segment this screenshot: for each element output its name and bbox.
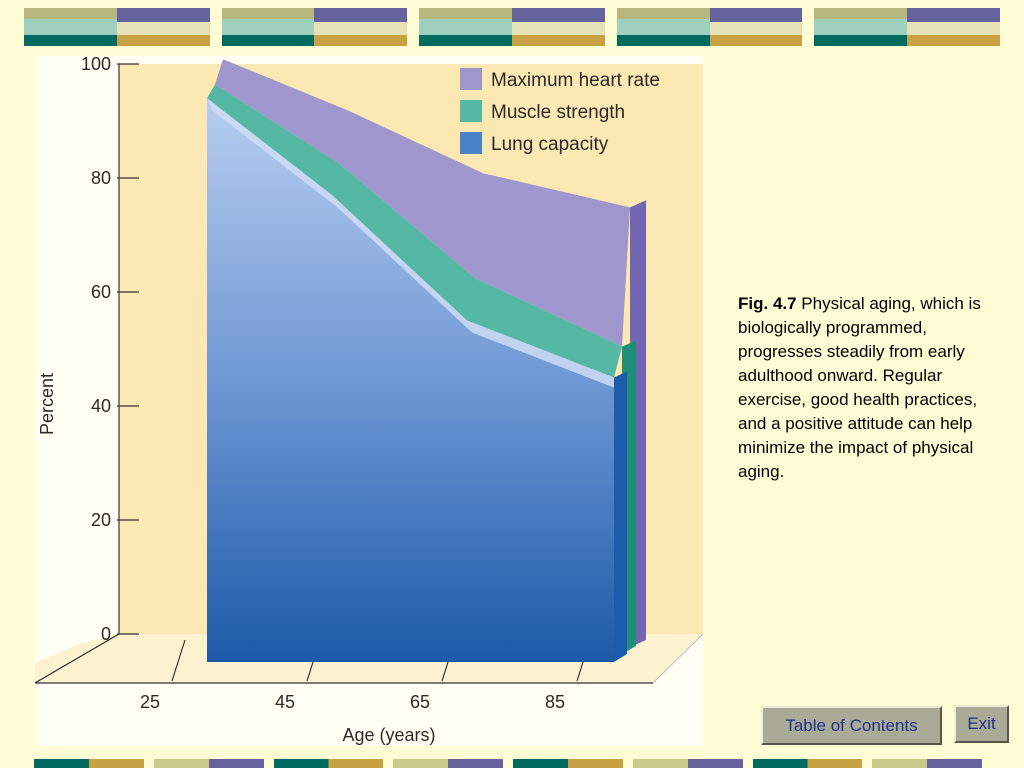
series-max-heart-rate-band <box>215 59 630 347</box>
legend-label: Maximum heart rate <box>491 70 660 91</box>
x-tick-label: 25 <box>140 692 160 712</box>
decor-tile <box>24 8 210 46</box>
x-tick <box>171 639 186 682</box>
y-tick-label: 60 <box>91 282 111 302</box>
decor-tile <box>393 759 503 768</box>
chart-panel: 100 80 60 40 20 0 25 45 65 85 Maximum heart rate M… <box>35 56 703 746</box>
decor-tile <box>273 759 384 768</box>
series-muscle-strength-band <box>207 84 622 378</box>
y-tick-label: 80 <box>91 168 111 188</box>
y-tick-label: 20 <box>91 510 111 530</box>
decor-tile <box>814 8 1000 46</box>
legend-swatch <box>460 100 482 122</box>
y-tick-label: 0 <box>101 624 111 644</box>
top-decorative-band <box>24 8 1000 46</box>
y-axis-label: Percent <box>37 373 57 435</box>
decor-tile <box>872 759 982 768</box>
exit-button[interactable]: Exit <box>954 705 1009 743</box>
legend-label: Muscle strength <box>491 102 625 123</box>
table-of-contents-button[interactable]: Table of Contents <box>761 706 942 745</box>
x-tick-label: 85 <box>545 692 565 712</box>
decor-tile <box>632 759 743 768</box>
series-lung-capacity-side <box>614 371 627 662</box>
y-tick-label: 40 <box>91 396 111 416</box>
caption-text: Physical aging, which is biologically pr… <box>738 294 981 481</box>
x-tick-label: 65 <box>410 692 430 712</box>
y-tick-label: 100 <box>81 56 111 74</box>
decor-tile <box>153 759 264 768</box>
legend-swatch <box>460 68 482 90</box>
series-lung-capacity-area <box>207 98 614 662</box>
floor-right-edge <box>652 633 703 684</box>
decor-tile <box>752 759 863 768</box>
legend-swatch <box>460 132 482 154</box>
x-axis-label: Age (years) <box>342 725 435 745</box>
figure-caption: Fig. 4.7 Physical aging, which is biolog… <box>738 292 988 484</box>
legend-label: Lung capacity <box>491 134 609 155</box>
decor-tile <box>221 8 408 46</box>
figure-label: Fig. 4.7 <box>738 294 797 313</box>
decor-tile <box>513 759 623 768</box>
decor-tile <box>419 8 605 46</box>
bottom-decorative-band <box>34 759 982 768</box>
x-tick-label: 45 <box>275 692 295 712</box>
floor-depth-line <box>35 633 120 684</box>
decor-tile <box>34 759 144 768</box>
aging-chart: 100 80 60 40 20 0 25 45 65 85 Maximum heart rate M… <box>35 56 703 746</box>
decor-tile <box>616 8 803 46</box>
